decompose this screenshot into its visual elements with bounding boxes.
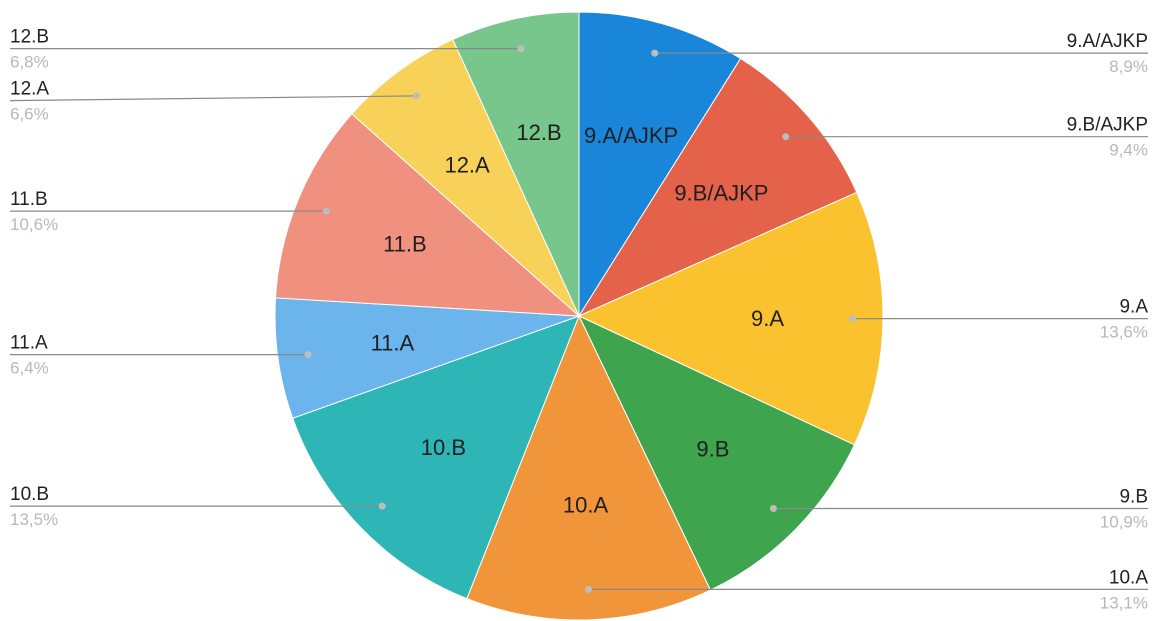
outer-label-11-a: 11.A (10, 333, 48, 354)
pie-slice-11-a (274, 297, 580, 419)
leader-dot-10-a (585, 585, 592, 593)
outer-percent-11-a: 6,4% (10, 359, 49, 378)
pie-slice-10-a (466, 314, 712, 621)
leader-dot-11-b (322, 207, 330, 215)
outer-label-9-a: 9.A (1119, 297, 1148, 318)
slice-inner-label-11-a: 11.A (371, 331, 415, 356)
outer-percent-12-a: 6,6% (10, 105, 49, 124)
pie-slice-11-b (275, 113, 581, 317)
outer-percent-9-b: 10,9% (1100, 513, 1148, 532)
pie-slice-9-b (577, 314, 856, 591)
outer-percent-10-b: 13,5% (10, 510, 58, 529)
outer-label-10-b: 10.B (10, 484, 49, 505)
slice-inner-label-10-b: 10.B (421, 435, 466, 460)
outer-percent-10-a: 13,1% (1100, 593, 1148, 612)
pie-slice-9-b-ajkp (577, 57, 858, 318)
slice-inner-label-9-a: 9.A (751, 306, 784, 331)
leader-lines (9, 45, 1148, 593)
slice-inner-label-9-a-ajkp: 9.A/AJKP (584, 123, 678, 148)
slice-inner-label-12-b: 12.B (516, 120, 561, 145)
leader-dot-9-b-ajkp (782, 133, 790, 141)
leader-line-12-a (9, 95, 417, 102)
outer-percent-9-a-ajkp: 8,9% (1109, 57, 1148, 76)
pie-slice-12-a (351, 38, 580, 317)
slice-inner-label-12-a: 12.A (444, 152, 490, 177)
outer-label-9-a-ajkp: 9.A/AJKP (1067, 31, 1148, 52)
outer-label-9-b: 9.B (1119, 487, 1148, 508)
pie-slice-12-b (452, 11, 580, 317)
leader-dot-9-a-ajkp (651, 49, 659, 57)
outer-label-12-a: 12.A (10, 79, 49, 100)
leader-dot-12-a (413, 92, 420, 100)
leader-dot-9-b (769, 505, 777, 512)
pie-slices (274, 11, 884, 621)
outer-percent-12-b: 6,8% (10, 53, 49, 72)
slice-inner-label-11-b: 11.B (383, 232, 427, 257)
leader-dot-10-b (378, 502, 386, 510)
outer-label-11-b: 11.B (10, 189, 48, 210)
outer-label-10-a: 10.A (1109, 567, 1148, 588)
outer-label-12-b: 12.B (10, 27, 49, 48)
outer-percent-9-b-ajkp: 9,4% (1109, 141, 1148, 160)
slice-inner-label-9-b: 9.B (696, 437, 729, 462)
outer-percent-9-a: 13,6% (1100, 323, 1148, 342)
slice-inner-label-10-a: 10.A (563, 492, 609, 517)
leader-dot-9-a (849, 315, 857, 323)
leader-dot-12-b (517, 45, 525, 53)
slice-labels: 9.A/AJKP 9.B/AJKP 9.A 9.B 10.A 10.B 11.A 11.B 12… (10, 27, 1148, 613)
pie-slice-10-b (292, 315, 580, 600)
outer-label-9-b-ajkp: 9.B/AJKP (1067, 115, 1148, 136)
leader-dot-11-a (304, 351, 312, 359)
outer-percent-11-b: 10,6% (10, 215, 58, 234)
slice-inner-label-9-b-ajkp: 9.B/AJKP (674, 181, 768, 206)
